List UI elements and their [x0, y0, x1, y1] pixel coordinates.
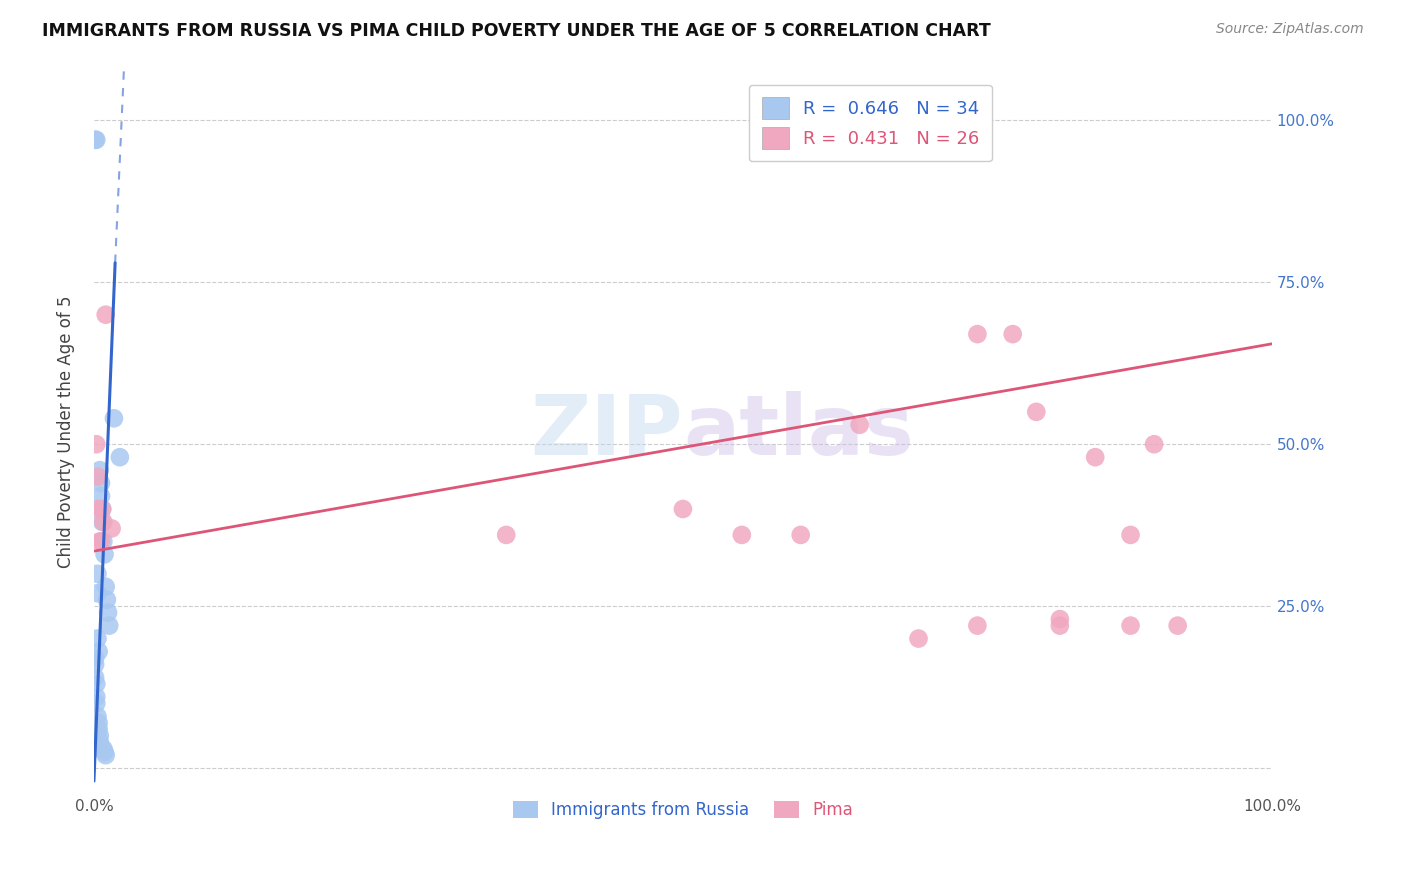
- Text: atlas: atlas: [683, 391, 914, 472]
- Y-axis label: Child Poverty Under the Age of 5: Child Poverty Under the Age of 5: [58, 295, 75, 567]
- Point: [84, 697, 107, 711]
- Text: Source: ZipAtlas.com: Source: ZipAtlas.com: [1216, 22, 1364, 37]
- Point: [84, 657, 107, 672]
- Point: [91, 502, 114, 516]
- Point: [1049, 618, 1071, 632]
- Point: [1049, 612, 1071, 626]
- Point: [1084, 450, 1107, 465]
- Point: [84, 133, 107, 147]
- Point: [495, 528, 517, 542]
- Point: [89, 534, 111, 549]
- Point: [731, 528, 754, 542]
- Point: [100, 521, 122, 535]
- Point: [966, 618, 988, 632]
- Point: [87, 644, 110, 658]
- Point: [94, 308, 117, 322]
- Point: [966, 327, 988, 342]
- Text: ZIP: ZIP: [530, 391, 683, 472]
- Point: [96, 592, 118, 607]
- Point: [86, 632, 108, 646]
- Point: [94, 748, 117, 763]
- Point: [87, 723, 110, 737]
- Point: [84, 133, 107, 147]
- Point: [1167, 618, 1189, 632]
- Point: [87, 502, 110, 516]
- Point: [86, 709, 108, 723]
- Point: [93, 515, 115, 529]
- Point: [84, 677, 107, 691]
- Point: [98, 618, 121, 632]
- Point: [89, 463, 111, 477]
- Point: [84, 651, 107, 665]
- Point: [108, 450, 131, 465]
- Point: [93, 741, 115, 756]
- Point: [86, 469, 108, 483]
- Point: [93, 534, 115, 549]
- Point: [86, 566, 108, 581]
- Point: [89, 735, 111, 749]
- Point: [907, 632, 929, 646]
- Point: [90, 741, 112, 756]
- Point: [672, 502, 695, 516]
- Point: [90, 534, 112, 549]
- Point: [94, 580, 117, 594]
- Point: [1025, 405, 1047, 419]
- Point: [84, 670, 107, 684]
- Point: [789, 528, 811, 542]
- Text: IMMIGRANTS FROM RUSSIA VS PIMA CHILD POVERTY UNDER THE AGE OF 5 CORRELATION CHAR: IMMIGRANTS FROM RUSSIA VS PIMA CHILD POV…: [42, 22, 991, 40]
- Point: [84, 690, 107, 704]
- Point: [91, 515, 114, 529]
- Point: [848, 417, 870, 432]
- Point: [1119, 528, 1142, 542]
- Point: [87, 715, 110, 730]
- Point: [103, 411, 125, 425]
- Legend: Immigrants from Russia, Pima: Immigrants from Russia, Pima: [506, 794, 860, 826]
- Point: [90, 489, 112, 503]
- Point: [90, 476, 112, 491]
- Point: [84, 437, 107, 451]
- Point: [93, 547, 115, 561]
- Point: [97, 606, 120, 620]
- Point: [93, 745, 115, 759]
- Point: [1119, 618, 1142, 632]
- Point: [91, 502, 114, 516]
- Point: [1143, 437, 1166, 451]
- Point: [89, 729, 111, 743]
- Point: [1001, 327, 1024, 342]
- Point: [86, 586, 108, 600]
